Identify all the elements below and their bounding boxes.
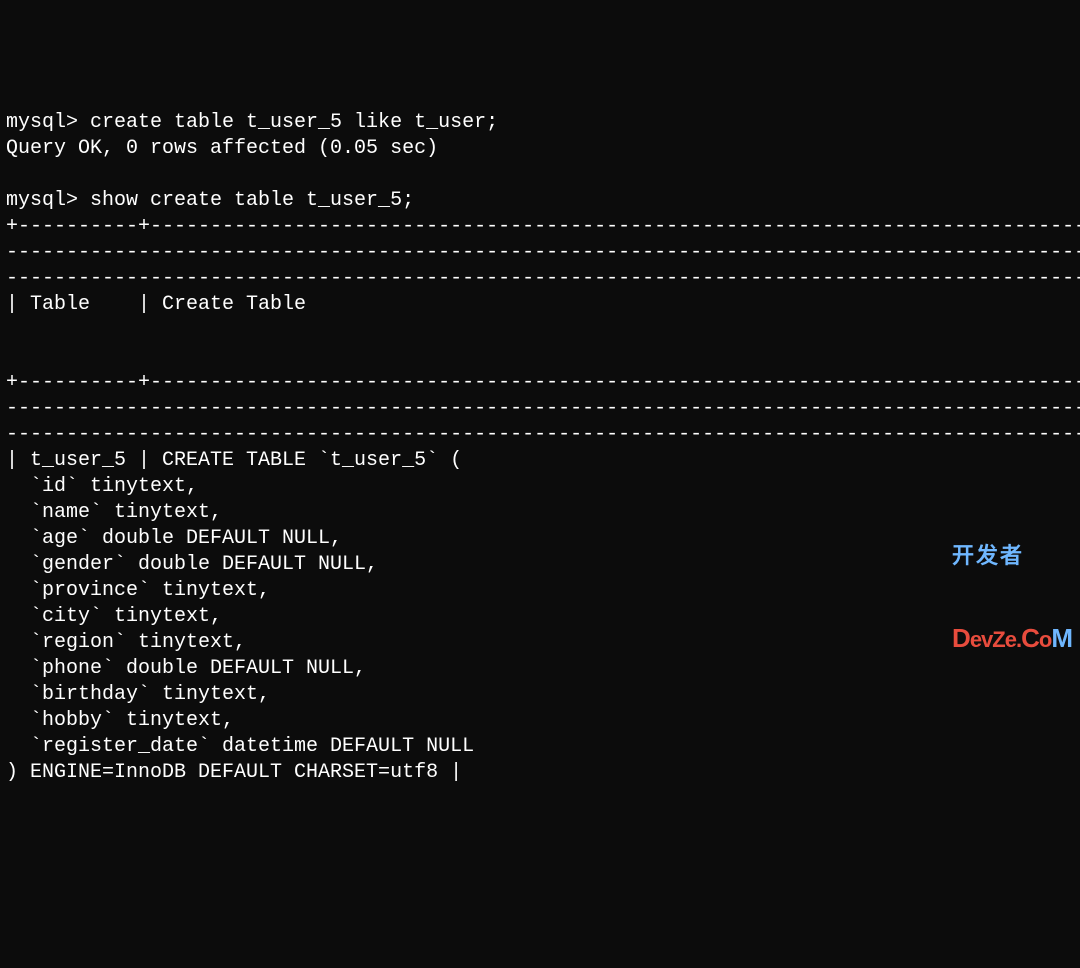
column-definition: `province` tinytext,: [6, 579, 270, 602]
mysql-response-line: Query OK, 0 rows affected (0.05 sec): [6, 137, 438, 160]
table-row-start: | t_user_5 | CREATE TABLE `t_user_5` (: [6, 449, 462, 472]
column-definition: `hobby` tinytext,: [6, 709, 234, 732]
table-separator: +----------+----------------------------…: [6, 371, 1080, 394]
table-row-end: ) ENGINE=InnoDB DEFAULT CHARSET=utf8 |: [6, 761, 462, 784]
column-definition: `name` tinytext,: [6, 501, 222, 524]
column-definition: `age` double DEFAULT NULL,: [6, 527, 342, 550]
table-separator: ----------------------------------------…: [6, 241, 1080, 264]
mysql-prompt-line: mysql> show create table t_user_5;: [6, 189, 414, 212]
watermark: 开发者 DevZe.CoM: [952, 490, 1072, 682]
table-separator: ----------------------------------------…: [6, 423, 1080, 446]
column-definition: `phone` double DEFAULT NULL,: [6, 657, 366, 680]
watermark-text-bottom: DevZe.CoM: [952, 622, 1072, 656]
table-separator: ----------------------------------------…: [6, 267, 1080, 290]
watermark-text-top: 开发者: [952, 542, 1072, 571]
table-separator: +----------+----------------------------…: [6, 215, 1080, 238]
mysql-prompt-line: mysql> create table t_user_5 like t_user…: [6, 111, 498, 134]
column-definition: `city` tinytext,: [6, 605, 222, 628]
column-definition: `gender` double DEFAULT NULL,: [6, 553, 378, 576]
column-definition: `register_date` datetime DEFAULT NULL: [6, 735, 474, 758]
column-definition: `region` tinytext,: [6, 631, 246, 654]
column-definition: `birthday` tinytext,: [6, 683, 270, 706]
column-definition: `id` tinytext,: [6, 475, 198, 498]
table-separator: ----------------------------------------…: [6, 397, 1080, 420]
terminal-output: mysql> create table t_user_5 like t_user…: [6, 110, 1074, 786]
table-header: | Table | Create Table: [6, 293, 1080, 316]
table-header-end: |: [6, 345, 1080, 368]
